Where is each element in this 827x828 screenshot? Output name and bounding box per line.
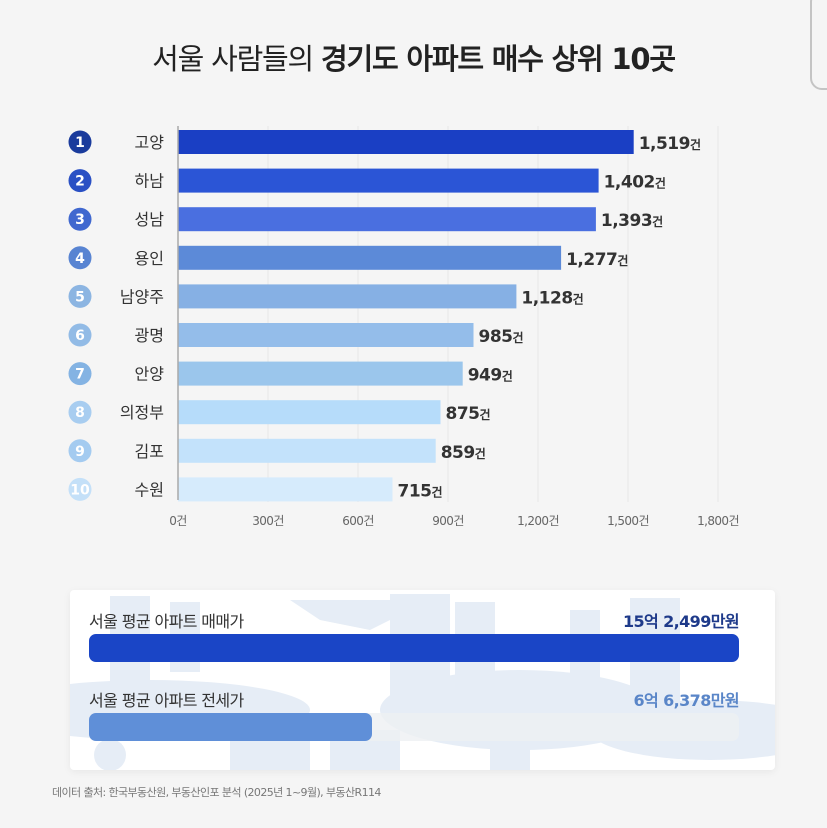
sale-price-bar <box>89 634 739 662</box>
value-label: 1,519건 <box>639 134 701 154</box>
category-label: 하남 <box>135 172 165 191</box>
rank-badge <box>68 169 92 193</box>
value-label: 1,277건 <box>566 250 628 270</box>
category-label: 남양주 <box>120 287 164 306</box>
category-label: 고양 <box>135 133 165 152</box>
rank-badge <box>68 477 92 501</box>
rank-number: 8 <box>75 405 85 421</box>
rank-badge <box>68 439 92 463</box>
rank-badge <box>68 246 92 270</box>
value-unit: 건 <box>502 369 513 384</box>
bar <box>178 361 463 386</box>
rank-badge <box>68 323 92 347</box>
category-label: 김포 <box>135 442 164 461</box>
value-label: 949건 <box>468 366 513 386</box>
category-label: 의정부 <box>120 403 164 422</box>
bar <box>178 438 436 463</box>
tick-layer: 0건 300건 600건 900건 1,200건 1,500건 1,800건 <box>169 514 739 528</box>
rank-number: 4 <box>75 251 85 267</box>
value-label: 859건 <box>441 443 486 463</box>
bar <box>178 130 634 154</box>
bar <box>178 400 441 425</box>
bar-chart: 1 고양 1,519건 2 하남 1,402건 3 성남 1,393건 4 용인 1,277건 5 남양주… <box>68 126 739 528</box>
sale-price-track <box>89 634 739 662</box>
rank-number: 3 <box>75 212 85 228</box>
rank-number: 10 <box>70 482 90 498</box>
value-unit: 건 <box>617 253 628 268</box>
page-title: 서울 사람들의 경기도 아파트 매수 상위 10곳 <box>0 36 827 78</box>
x-tick-label: 300건 <box>252 514 284 528</box>
data-source-note: 데이터 출처: 한국부동산원, 부동산인포 분석 (2025년 1~9월), 부… <box>52 786 381 799</box>
x-tick-label: 1,200건 <box>517 514 559 528</box>
value-unit: 건 <box>432 484 443 499</box>
rank-number: 9 <box>75 444 85 460</box>
value-unit: 건 <box>690 137 701 152</box>
rank-badge <box>68 362 92 386</box>
category-label: 광명 <box>135 326 164 345</box>
jeonse-price-track <box>89 713 739 741</box>
bar <box>178 284 517 309</box>
value-unit: 건 <box>475 446 486 461</box>
value-label: 1,128건 <box>521 288 583 308</box>
rank-badge <box>68 284 92 308</box>
value-unit: 건 <box>513 330 524 345</box>
value-label: 1,393건 <box>601 211 663 231</box>
rank-number: 1 <box>75 135 85 151</box>
value-label: 715건 <box>398 481 443 501</box>
bar-layer: 1 고양 1,519건 2 하남 1,402건 3 성남 1,393건 4 용인 1,277건 5 남양주… <box>68 130 701 502</box>
bar <box>178 245 562 270</box>
value-unit: 건 <box>480 407 491 422</box>
value-label: 985건 <box>479 327 524 347</box>
title-regular: 서울 사람들의 <box>152 42 314 76</box>
bar <box>178 207 596 232</box>
value-unit: 건 <box>652 214 663 229</box>
x-tick-label: 1,800건 <box>697 514 739 528</box>
bar <box>178 323 474 347</box>
rank-badge <box>68 130 92 154</box>
corner-frame <box>810 0 827 90</box>
category-label: 안양 <box>135 365 165 384</box>
jeonse-price-label: 서울 평균 아파트 전세가 <box>89 691 244 710</box>
x-tick-label: 900건 <box>432 514 464 528</box>
title-bold: 경기도 아파트 매수 상위 10곳 <box>321 42 676 76</box>
x-tick-label: 0건 <box>169 514 186 528</box>
category-label: 수원 <box>135 480 164 499</box>
jeonse-price-value: 6억 6,378만원 <box>633 691 740 710</box>
sale-price-label: 서울 평균 아파트 매매가 <box>89 612 244 631</box>
jeonse-price-bar <box>89 713 372 741</box>
rank-number: 7 <box>75 367 85 383</box>
sale-price-value: 15억 2,499만원 <box>622 612 740 631</box>
bar <box>178 477 393 502</box>
value-label: 1,402건 <box>604 173 666 193</box>
rank-number: 2 <box>75 174 85 190</box>
value-unit: 건 <box>573 291 584 306</box>
x-tick-label: 600건 <box>342 514 374 528</box>
category-label: 용인 <box>135 249 164 268</box>
rank-number: 5 <box>75 289 85 305</box>
rank-badge <box>68 207 92 231</box>
x-tick-label: 1,500건 <box>607 514 649 528</box>
value-unit: 건 <box>655 176 666 191</box>
rank-badge <box>68 400 92 424</box>
value-label: 875건 <box>446 404 491 424</box>
category-label: 성남 <box>135 210 165 229</box>
comparison-card: 서울 평균 아파트 매매가 15억 2,499만원 서울 평균 아파트 전세가 … <box>70 590 775 770</box>
rank-number: 6 <box>75 328 85 344</box>
bar <box>178 168 599 193</box>
